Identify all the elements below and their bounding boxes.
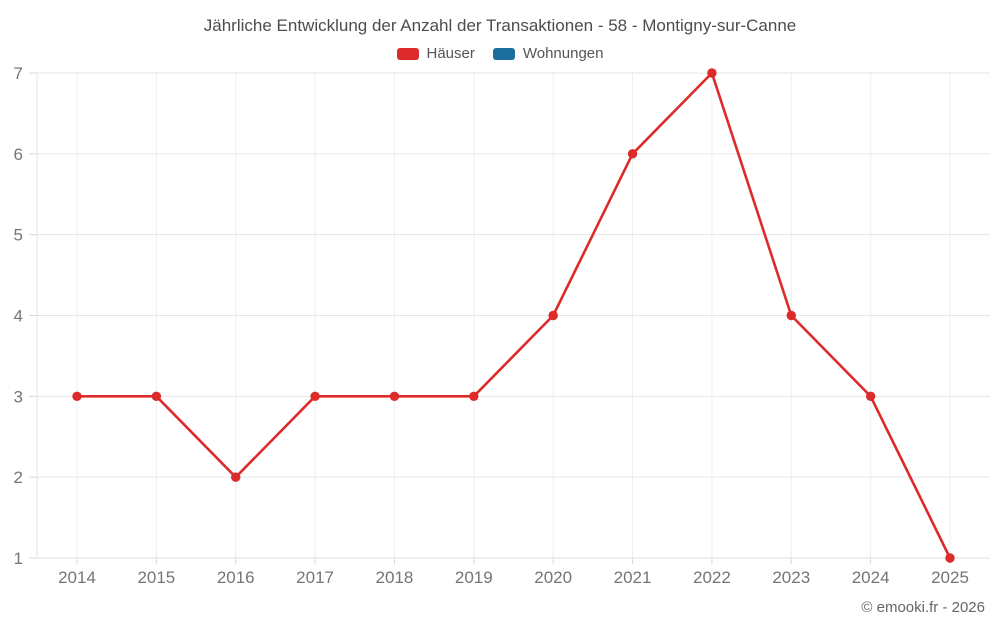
y-tick-label: 2 [14, 468, 23, 487]
x-tick-label: 2015 [137, 568, 175, 587]
legend-swatch-wohnungen [492, 47, 515, 60]
x-tick-label: 2024 [852, 568, 890, 587]
footer-credit: © emooki.fr - 2026 [861, 599, 985, 616]
x-tick-label: 2016 [217, 568, 255, 587]
x-tick-label: 2022 [693, 568, 731, 587]
data-point[interactable] [72, 391, 82, 402]
data-point[interactable] [469, 391, 479, 402]
x-tick-label: 2020 [534, 568, 572, 587]
data-point[interactable] [389, 391, 400, 402]
chart-legend: Häuser Wohnungen [0, 45, 1000, 62]
chart-title: Jährliche Entwicklung der Anzahl der Tra… [203, 16, 797, 35]
x-tick-label: 2025 [931, 568, 969, 587]
data-point[interactable] [627, 149, 638, 159]
series-line [75, 71, 952, 560]
legend-label-wohnungen: Wohnungen [522, 45, 604, 62]
data-point[interactable] [548, 310, 558, 321]
data-point[interactable] [786, 310, 796, 321]
y-tick-label: 1 [14, 549, 23, 568]
y-tick-label: 4 [14, 307, 23, 326]
y-tick-label: 7 [14, 64, 23, 83]
legend-item-haeuser[interactable]: Häuser [396, 45, 475, 62]
data-point[interactable] [865, 391, 876, 402]
x-tick-label: 2018 [376, 568, 414, 587]
x-tick-label: 2019 [455, 568, 493, 587]
y-tick-label: 6 [14, 145, 23, 164]
x-tick-label: 2021 [614, 568, 652, 587]
legend-item-wohnungen[interactable]: Wohnungen [492, 45, 604, 62]
data-point[interactable] [707, 68, 717, 78]
data-point[interactable] [231, 472, 241, 482]
y-tick-label: 3 [14, 387, 23, 406]
x-tick-label: 2014 [58, 568, 96, 587]
legend-swatch-haeuser [396, 47, 419, 60]
y-tick-label: 5 [14, 226, 23, 245]
x-tick-label: 2023 [772, 568, 810, 587]
x-tick-label: 2017 [296, 568, 334, 587]
legend-label-haeuser: Häuser [426, 45, 475, 62]
data-point[interactable] [310, 391, 320, 402]
data-point[interactable] [945, 553, 955, 563]
data-point[interactable] [151, 391, 162, 402]
